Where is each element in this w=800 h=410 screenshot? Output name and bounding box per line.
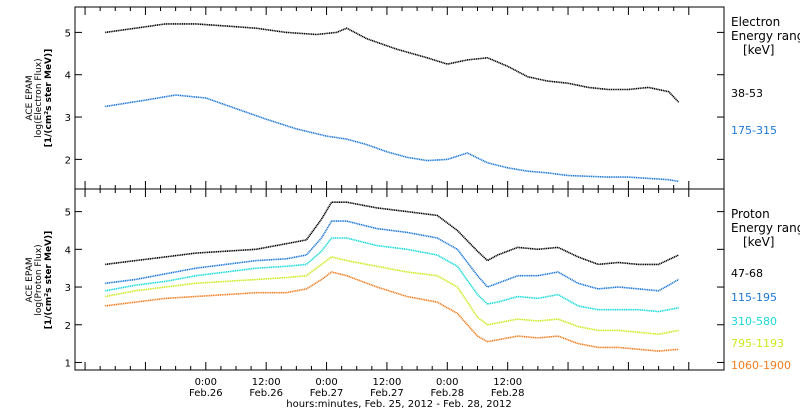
proton-ylabel-line-2: log(Proton Flux) [34,244,44,315]
x-tick-time-label: 12:00 [373,377,402,388]
electron-legend-unit: [keV] [743,43,774,57]
electron-y-axis-label: ACE EPAM log(Electron Flux) [1/(cm²s ste… [25,49,54,148]
electron-legend-title: Electron [731,15,780,29]
x-tick-date-label: Feb.28 [491,388,525,399]
y-tick-label: 3 [65,113,71,124]
y-tick-label: 4 [65,71,71,82]
proton-legend: Proton Energy range [keV] 47-68 115-195 31… [731,207,800,372]
electron-plot-frame [74,6,725,190]
x-tick-date-label: Feb.26 [189,388,223,399]
x-tick-time-label: 0:00 [315,377,337,388]
y-tick-label: 3 [65,283,71,294]
proton-flux-panel: 1 2 3 4 5 ACE EPAM log(Proton Flux) [1/(cm²s… [25,188,800,372]
series-line-795-1193 [105,256,679,336]
proton-legend-unit: [keV] [743,235,774,249]
legend-entry-795-1193: 795-1193 [731,337,784,350]
series-line-175-315 [105,94,679,183]
x-tick-time-label: 12:00 [493,377,522,388]
electron-flux-panel: 2 3 4 5 ACE EPAM log(Electron Flux) [1/(cm²… [25,6,800,190]
series-line-47-68 [105,201,680,266]
x-tick-date-label: Feb.28 [430,388,464,399]
y-tick-label: 4 [65,245,71,256]
y-tick-label: 5 [65,28,71,39]
x-tick-time-label: 0:00 [195,377,217,388]
x-tick-date-label: Feb.27 [370,388,404,399]
legend-entry-175-315: 175-315 [731,124,777,137]
electron-legend-subtitle: Energy range [731,29,800,43]
proton-legend-title: Proton [731,207,770,221]
x-tick-date-label: Feb.26 [249,388,283,399]
proton-ylabel-line-1: ACE EPAM [25,257,35,302]
series-line-115-195 [105,220,680,292]
electron-legend: Electron Energy range [keV] 38-53 175-315 [731,15,800,137]
legend-entry-1060-1900: 1060-1900 [731,359,791,372]
y-tick-label: 2 [65,321,71,332]
proton-ylabel-line-3: [1/(cm²s ster MeV)] [44,231,54,330]
y-tick-label: 5 [65,208,71,219]
proton-plot-frame [74,188,725,371]
electron-ylabel-line-2: log(Electron Flux) [34,58,44,137]
series-line-310-580 [105,237,679,313]
legend-entry-38-53: 38-53 [731,87,763,100]
x-tick-time-label: 12:00 [252,377,281,388]
series-line-1060-1900 [105,271,679,352]
legend-entry-310-580: 310-580 [731,315,777,328]
y-tick-label: 1 [65,358,71,369]
x-tick-time-label: 0:00 [436,377,458,388]
electron-ylabel-line-1: ACE EPAM [25,75,35,120]
electron-ylabel-line-3: [1/(cm²s ster MeV)] [44,49,54,148]
x-axis-label: hours:minutes, Feb. 25, 2012 - Feb. 28, … [286,399,511,410]
legend-entry-115-195: 115-195 [731,291,777,304]
time-x-axis: 0:00Feb.2612:00Feb.260:00Feb.2712:00Feb.… [189,377,524,410]
y-tick-label: 2 [65,155,71,166]
x-tick-date-label: Feb.27 [310,388,344,399]
legend-entry-47-68: 47-68 [731,267,763,280]
series-line-38-53 [105,23,680,103]
proton-legend-subtitle: Energy range [731,221,800,235]
proton-y-axis-label: ACE EPAM log(Proton Flux) [1/(cm²s ster … [25,231,54,330]
